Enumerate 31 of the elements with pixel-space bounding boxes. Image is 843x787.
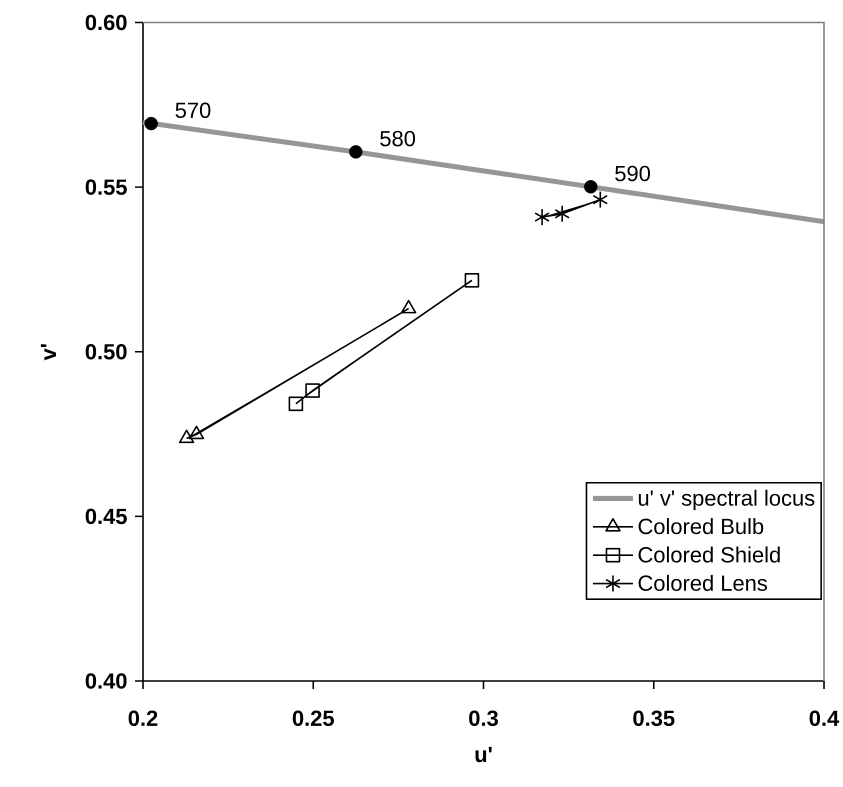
x-tick-label: 0.3 (469, 710, 498, 726)
point (464, 272, 480, 288)
x-axis-title: u' (476, 746, 492, 762)
point (305, 383, 320, 398)
legend-label: Colored Shield (638, 546, 780, 563)
legend-label: u' v' spectral locus (638, 490, 814, 510)
annotation: 570 (176, 102, 210, 118)
point (349, 145, 363, 159)
point (584, 180, 598, 194)
y-axis-title: v' (40, 344, 56, 360)
point (554, 204, 570, 223)
x-tick-label: 0.2 (128, 710, 158, 726)
point (400, 300, 416, 314)
x-tick-label: 0.35 (633, 710, 674, 726)
legend-label: Colored Lens (638, 574, 768, 591)
x-tick-label: 0.4 (810, 710, 840, 726)
x-tick-label: 0.25 (292, 710, 334, 726)
y-tick-label: 0.45 (86, 508, 127, 524)
point (188, 426, 204, 440)
legend-label: Colored Bulb (638, 518, 764, 534)
point (534, 208, 550, 226)
annotation: 580 (380, 130, 416, 146)
y-tick-label: 0.40 (86, 673, 127, 689)
annotation: 590 (615, 166, 650, 182)
point (144, 116, 158, 130)
point (178, 430, 194, 444)
point (288, 396, 304, 412)
y-tick-label: 0.50 (86, 344, 127, 360)
y-tick-label: 0.55 (86, 179, 127, 195)
point (592, 190, 608, 208)
y-tick-label: 0.60 (86, 14, 127, 30)
